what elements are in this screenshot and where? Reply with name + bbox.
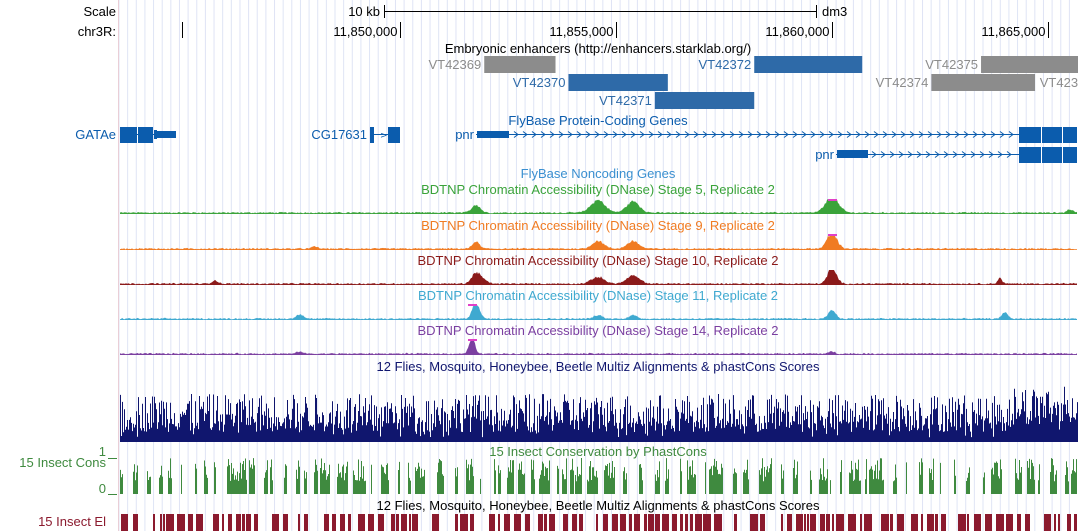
enhancer-VT42375[interactable]: VT42375 bbox=[925, 56, 1078, 73]
enhancer-label: VT42375 bbox=[925, 57, 978, 72]
dnase-stage10-title: BDTNP Chromatin Accessibility (DNase) St… bbox=[417, 253, 778, 268]
dnase-stage14-signal[interactable] bbox=[120, 340, 1077, 355]
dnase-overflow-marks bbox=[468, 199, 837, 341]
enhancer-items: VT42369 VT42370 VT42371 VT42372 VT42374 VT423… bbox=[428, 56, 1078, 109]
ruler-tick-label-3: 11,865,000 bbox=[981, 24, 1045, 39]
enhancer-VT42372[interactable]: VT42372 bbox=[698, 56, 863, 73]
enhancer-VT42376[interactable]: VT42376 bbox=[1040, 74, 1078, 91]
gene-pnr-short[interactable]: pnr bbox=[815, 147, 1077, 163]
ruler-tick-label-1: 11,855,000 bbox=[549, 24, 613, 39]
enhancer-label: VT42369 bbox=[428, 57, 481, 72]
enhancer-label: VT42370 bbox=[513, 75, 566, 90]
enhancers-track-title: Embryonic enhancers (http://enhancers.st… bbox=[445, 41, 751, 56]
ruler-ticks: 11,850,000 11,855,000 11,860,000 11,865,000 bbox=[333, 22, 1049, 39]
conserved-elements-blocks[interactable] bbox=[121, 514, 1077, 531]
enhancer-VT42371[interactable]: VT42371 bbox=[599, 92, 755, 109]
gene-CG17631[interactable]: CG17631 > bbox=[311, 127, 400, 143]
dnase-stage11-signal[interactable] bbox=[120, 305, 1077, 320]
phastcons-signal[interactable] bbox=[120, 458, 1077, 494]
elements-side-label[interactable]: 15 Insect El bbox=[38, 514, 106, 529]
dnase-stage5-title: BDTNP Chromatin Accessibility (DNase) St… bbox=[421, 182, 775, 197]
dnase-stage9-signal[interactable] bbox=[120, 235, 1077, 250]
coding-genes-track-title: FlyBase Protein-Coding Genes bbox=[508, 113, 688, 128]
dnase-stage9-title: BDTNP Chromatin Accessibility (DNase) St… bbox=[421, 218, 775, 233]
scale-bar-label: 10 kb bbox=[348, 4, 380, 19]
ruler-tick-label-2: 11,860,000 bbox=[765, 24, 829, 39]
dnase-stage5-signal[interactable] bbox=[120, 199, 1077, 214]
multiz-conservation-signal[interactable] bbox=[120, 386, 1078, 442]
enhancer-label: VT42371 bbox=[599, 93, 652, 108]
enhancer-VT42369[interactable]: VT42369 bbox=[428, 56, 556, 73]
enhancer-VT42370[interactable]: VT42370 bbox=[513, 74, 668, 91]
dnase-stage14-title: BDTNP Chromatin Accessibility (DNase) St… bbox=[417, 323, 778, 338]
dnase-stage11-title: BDTNP Chromatin Accessibility (DNase) St… bbox=[418, 288, 778, 303]
assembly-label: dm3 bbox=[822, 4, 847, 19]
ruler-tick-label-0: 11,850,000 bbox=[333, 24, 397, 39]
phastcons-track-title: 15 Insect Conservation by PhastCons bbox=[489, 444, 707, 459]
gene-label-pnr-2: pnr bbox=[815, 147, 834, 162]
gene-pnr-long[interactable]: pnr bbox=[455, 127, 1077, 143]
gene-label-GATAe: GATAe bbox=[75, 127, 116, 142]
gene-GATAe[interactable]: GATAe bbox=[75, 127, 176, 143]
enhancer-VT42374[interactable]: VT42374 bbox=[876, 74, 1036, 91]
enhancer-label: VT42374 bbox=[876, 75, 929, 90]
gene-label-pnr: pnr bbox=[455, 127, 474, 142]
enhancer-label: VT42372 bbox=[698, 57, 751, 72]
phastcons-ymax-label: 1 bbox=[99, 444, 106, 459]
gene-label-CG17631: CG17631 bbox=[311, 127, 367, 142]
phastcons-side-label[interactable]: 15 Insect Cons bbox=[19, 455, 106, 470]
dnase-stage10-signal[interactable] bbox=[120, 270, 1077, 285]
scale-label: Scale bbox=[83, 4, 116, 19]
svg-text:>: > bbox=[380, 131, 388, 141]
multiz-track-title: 12 Flies, Mosquito, Honeybee, Beetle Mul… bbox=[377, 359, 820, 374]
elements-track-title: 12 Flies, Mosquito, Honeybee, Beetle Mul… bbox=[377, 498, 820, 513]
chrom-label: chr3R: bbox=[78, 24, 116, 39]
enhancer-label: VT42376 bbox=[1040, 75, 1078, 90]
noncoding-genes-track-title: FlyBase Noncoding Genes bbox=[521, 166, 676, 181]
phastcons-ymin-label: 0 bbox=[99, 481, 106, 496]
scale-bar: 10 kb dm3 bbox=[348, 4, 847, 19]
